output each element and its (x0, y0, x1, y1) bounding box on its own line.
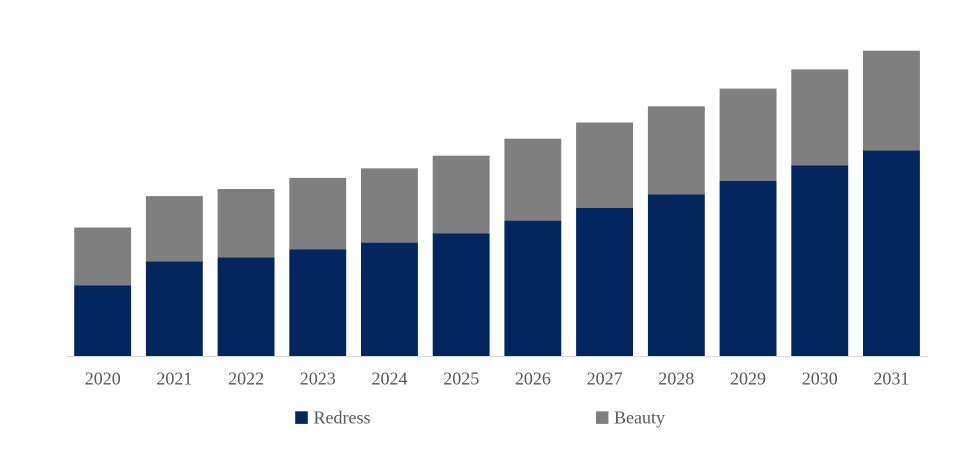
svg-text:2025: 2025 (443, 369, 479, 389)
svg-text:2031: 2031 (873, 369, 909, 389)
svg-text:2028: 2028 (658, 369, 694, 389)
svg-text:2021: 2021 (156, 369, 192, 389)
svg-text:2030: 2030 (802, 369, 838, 389)
svg-text:2026: 2026 (515, 369, 551, 389)
svg-text:2023: 2023 (300, 369, 336, 389)
svg-text:2020: 2020 (85, 369, 121, 389)
svg-text:Beauty: Beauty (614, 408, 665, 428)
svg-text:2029: 2029 (730, 369, 766, 389)
svg-text:2027: 2027 (587, 369, 623, 389)
svg-text:Redress: Redress (314, 408, 371, 428)
svg-text:2024: 2024 (372, 369, 408, 389)
svg-text:2022: 2022 (228, 369, 264, 389)
